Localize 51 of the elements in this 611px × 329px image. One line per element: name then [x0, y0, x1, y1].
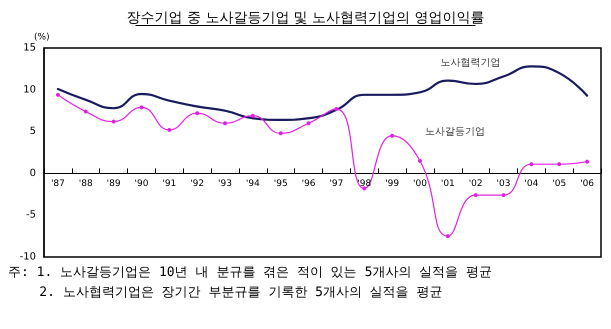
y-tick-label: 5 [30, 126, 36, 138]
point [306, 121, 311, 126]
point [585, 160, 590, 164]
text: 주: 1. 노사갈등기업은 10년 내 분규를 겪은 적이 있는 5개사의 실적을 평균 [8, 265, 492, 280]
x-tick-label: '04 [524, 178, 539, 189]
point [557, 162, 562, 166]
x-tick-label: '97 [329, 178, 344, 189]
x-tick-label: '93 [218, 178, 232, 189]
x-tick-label: '87 [50, 178, 65, 189]
series-label: 노사갈등기업 [424, 126, 485, 138]
point [446, 234, 450, 238]
x-tick-label: '02 [468, 178, 483, 189]
point [418, 158, 422, 163]
x-tick-label: '89 [106, 178, 121, 189]
point [139, 105, 144, 110]
point [334, 107, 338, 112]
point [278, 131, 283, 136]
x-tick-label: '92 [190, 178, 204, 189]
text: 2. 노사협력기업은 장기간 부분규를 기록한 5개사의 실적을 평균 [8, 285, 443, 300]
y-tick-label: -10 [20, 252, 36, 262]
series-label: 노사협력기업 [440, 57, 501, 68]
point [56, 92, 60, 97]
x-tick-label: '90 [134, 178, 149, 189]
x-tick-label: '91 [162, 178, 176, 189]
x-tick-label: '06 [580, 178, 594, 189]
x-tick-label: '01 [440, 178, 455, 189]
x-tick-label: '99 [385, 178, 400, 189]
y-tick-label: 0 [30, 168, 36, 179]
x-tick-label: '05 [552, 178, 566, 189]
point [84, 110, 88, 114]
y-tick-label: -5 [26, 210, 36, 221]
point [502, 193, 506, 198]
point [167, 128, 172, 132]
line-series [56, 65, 588, 121]
y-axis-title: (%) [34, 32, 50, 42]
x-tick-label: '96 [302, 178, 316, 189]
x-tick-label: '88 [78, 178, 94, 189]
y-tick-label: 10 [23, 84, 36, 96]
y-tick-label: 15 [23, 42, 36, 54]
x-tick-label: '03 [496, 178, 510, 189]
x-tick-label: '94 [246, 178, 260, 189]
x-tick-label: '95 [274, 178, 288, 189]
point [250, 114, 255, 118]
point [112, 120, 116, 124]
chart-title: 장수기업 중 노사갈등기업 및 노사협력기업의 영업이익률 [126, 10, 485, 26]
x-tick-label: '00 [413, 178, 428, 189]
point [529, 162, 534, 166]
point [474, 193, 478, 198]
point [390, 134, 394, 138]
point [223, 121, 228, 126]
point [195, 111, 200, 116]
